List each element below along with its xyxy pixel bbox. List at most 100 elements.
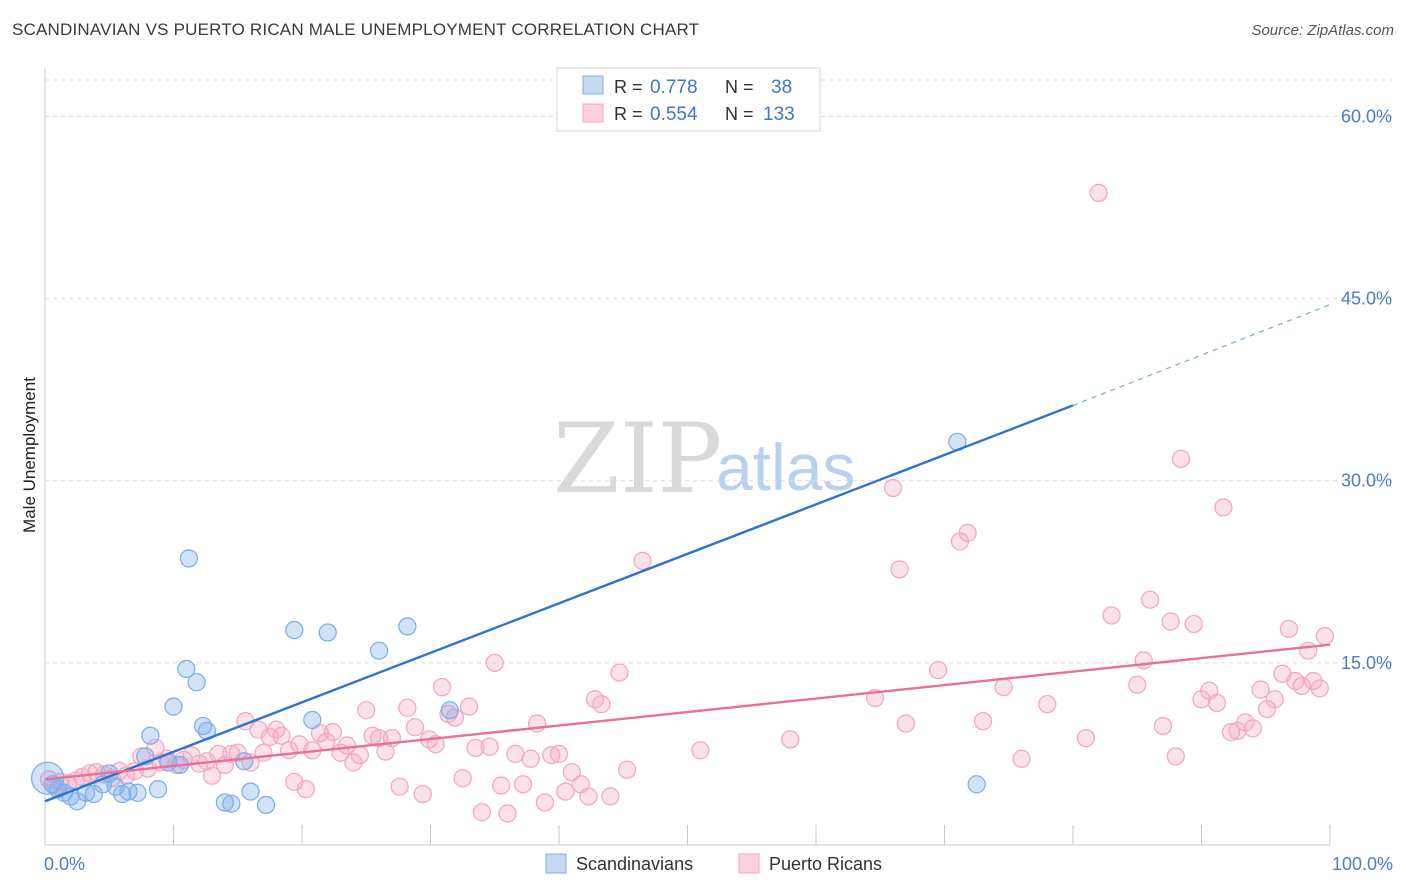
puerto-ricans-point <box>254 743 273 762</box>
puerto-ricans-point <box>480 737 499 756</box>
scandinavians-trend-line <box>44 404 1074 803</box>
puerto-ricans-point <box>610 663 629 682</box>
y-tick-label: 60.0% <box>1341 106 1392 126</box>
scandinavians-point <box>177 659 196 679</box>
x-tick-label-max: 100.0% <box>1332 854 1393 874</box>
puerto-ricans-point <box>1134 651 1153 670</box>
puerto-ricans-point <box>928 660 948 680</box>
puerto-ricans-point <box>357 701 376 720</box>
scandinavians-point <box>256 795 276 815</box>
puerto-ricans-point <box>633 551 652 571</box>
puerto-ricans-point <box>1076 728 1095 748</box>
puerto-ricans-point <box>1128 675 1147 694</box>
puerto-ricans-point <box>549 744 569 764</box>
puerto-ricans-point <box>323 722 342 742</box>
puerto-ricans-point <box>1038 694 1057 714</box>
puerto-ricans-point <box>1214 498 1233 517</box>
puerto-ricans-point <box>1251 680 1270 699</box>
legend-r-label-1: R = <box>614 77 643 97</box>
puerto-ricans-point <box>592 694 611 714</box>
puerto-ricans-point <box>535 793 555 812</box>
puerto-ricans-point <box>472 803 492 822</box>
scandinavians-point <box>241 782 260 801</box>
legend-bottom-swatch-pink <box>738 853 760 874</box>
watermark-atlas: atlas <box>716 430 855 504</box>
scandinavians-point <box>148 779 168 799</box>
legend-swatch-blue <box>582 75 604 95</box>
grid-lines <box>45 79 1392 664</box>
puerto-ricans-point <box>1299 641 1318 660</box>
puerto-ricans-point <box>459 697 479 716</box>
scandinavians-point <box>187 673 206 692</box>
puerto-ricans-point <box>492 776 511 795</box>
scandinavians-point <box>128 783 147 802</box>
legend-bottom-scandinavians: Scandinavians <box>576 854 693 874</box>
scandinavians-point <box>303 710 322 730</box>
puerto-ricans-point <box>485 653 504 673</box>
axes <box>44 68 1331 846</box>
y-tick-label: 30.0% <box>1341 471 1392 491</box>
trend-lines <box>44 304 1331 803</box>
puerto-ricans-point <box>958 523 977 543</box>
scandinavians-point <box>235 752 254 771</box>
puerto-ricans-point <box>1221 722 1241 742</box>
legend-n-label-1: N = <box>725 77 754 97</box>
puerto-ricans-point <box>344 753 363 772</box>
legend-bottom: Scandinavians Puerto Ricans <box>545 853 882 874</box>
puerto-ricans-point <box>1012 749 1031 768</box>
legend-bottom-swatch-blue <box>545 853 567 874</box>
puerto-ricans-point <box>994 677 1013 697</box>
puerto-ricans-point <box>1315 626 1335 646</box>
scandinavians-point <box>222 794 241 813</box>
puerto-ricans-point <box>337 736 357 755</box>
legend-r-value-2: 0.554 <box>650 104 698 125</box>
puerto-ricans-point <box>542 745 561 765</box>
puerto-ricans-point <box>1279 619 1299 639</box>
puerto-ricans-point <box>1166 747 1185 766</box>
legend-swatch-pink <box>582 103 604 123</box>
legend-r-label-2: R = <box>614 104 643 124</box>
puerto-ricans-point <box>1161 612 1180 631</box>
x-tick-label-min: 0.0% <box>44 854 85 874</box>
scandinavians-point <box>318 623 337 642</box>
legend-top: R = 0.778 N = 38 R = 0.554 N = 133 <box>556 67 821 132</box>
scandinavians-point <box>141 726 160 745</box>
legend-n-value-1: 38 <box>771 77 792 98</box>
puerto-ricans-points <box>39 183 1335 823</box>
puerto-ricans-point <box>296 779 316 799</box>
puerto-ricans-point <box>453 769 472 788</box>
puerto-ricans-point <box>398 698 417 717</box>
puerto-ricans-point <box>413 784 432 804</box>
puerto-ricans-point <box>1257 699 1277 719</box>
scandinavians-point <box>398 617 417 636</box>
puerto-ricans-point <box>1153 716 1173 736</box>
puerto-ricans-point <box>579 787 598 806</box>
puerto-ricans-point <box>350 745 369 765</box>
puerto-ricans-point <box>1184 614 1203 634</box>
puerto-ricans-point <box>973 711 993 731</box>
scandinavians-trend-extension <box>1072 304 1331 407</box>
watermark-zip: ZIP <box>553 403 722 515</box>
puerto-ricans-trend-line <box>44 643 1331 781</box>
puerto-ricans-point <box>617 760 637 779</box>
scandinavians-points <box>30 432 986 815</box>
puerto-ricans-point <box>405 718 425 737</box>
puerto-ricans-point <box>1207 693 1227 713</box>
legend-bottom-puerto-ricans: Puerto Ricans <box>769 854 882 874</box>
scandinavians-point <box>285 620 304 640</box>
legend-r-value-1: 0.778 <box>650 77 698 98</box>
scandinavians-point <box>215 793 235 812</box>
scandinavians-point <box>967 775 986 794</box>
puerto-ricans-point <box>896 714 916 733</box>
puerto-ricans-point <box>521 749 540 768</box>
scandinavians-point <box>440 701 459 720</box>
puerto-ricans-point <box>1171 449 1191 469</box>
puerto-ricans-point <box>601 787 620 806</box>
puerto-ricans-point <box>1265 690 1284 709</box>
puerto-ricans-point <box>506 744 525 764</box>
puerto-ricans-point <box>390 777 409 796</box>
legend-n-value-2: 133 <box>763 104 795 125</box>
puerto-ricans-point <box>1292 676 1311 696</box>
puerto-ricans-point <box>562 762 581 782</box>
